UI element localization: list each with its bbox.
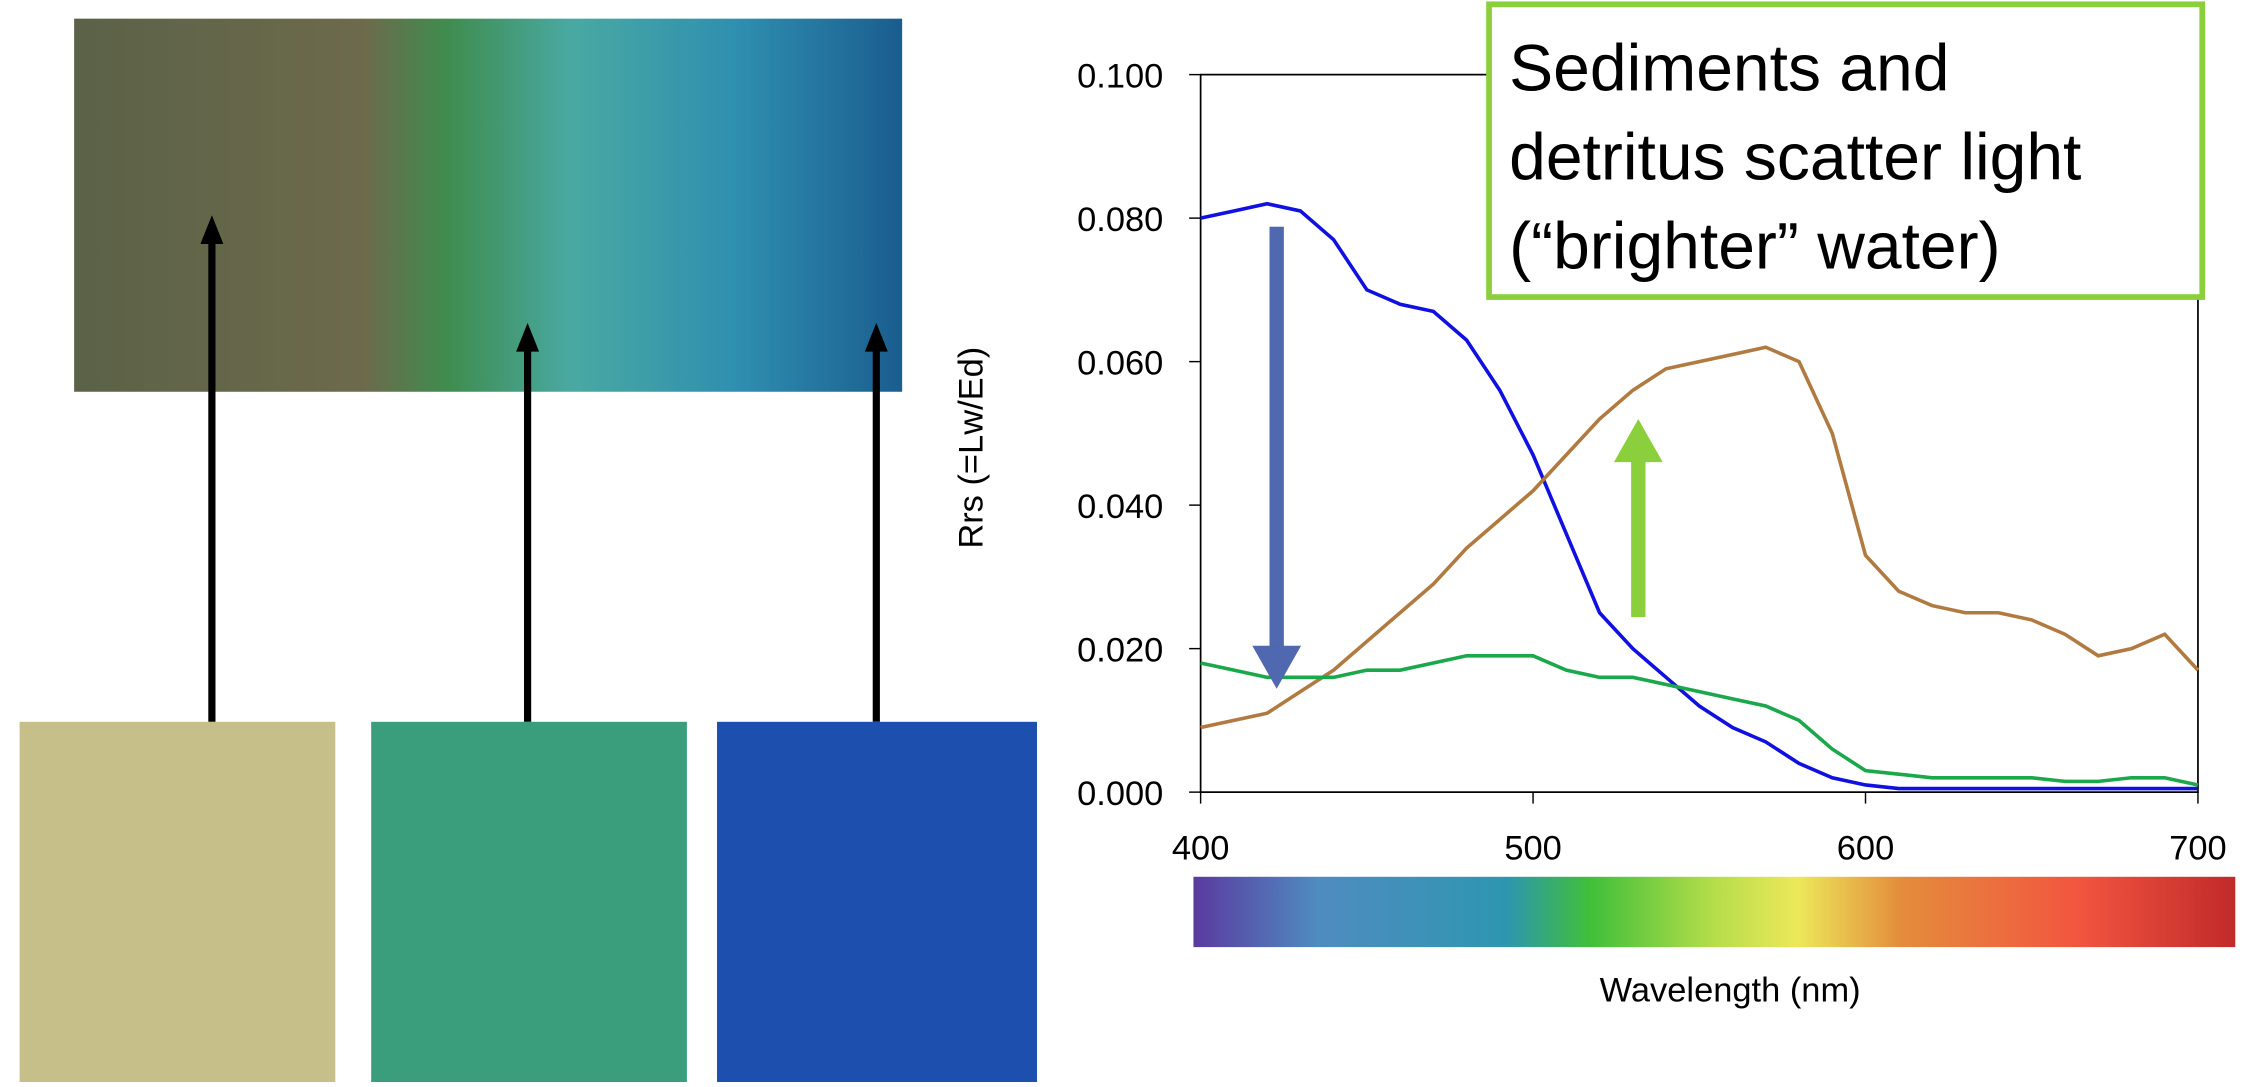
- y-axis-label: Rrs (=Lw/Ed): [952, 347, 990, 549]
- data-line: [1201, 347, 2198, 727]
- y-tick-label: 0.060: [1077, 345, 1163, 383]
- turbid-water-photo: [20, 722, 336, 1082]
- data-line: [1201, 656, 2198, 785]
- y-tick-label: 0.000: [1077, 775, 1163, 813]
- satellite-image: [74, 19, 902, 392]
- green-water-photo: [371, 722, 687, 1082]
- annotation-text: detritus scatter light: [1509, 119, 2081, 193]
- x-axis-label: Wavelength (nm): [1600, 972, 1861, 1010]
- x-tick-label: 400: [1172, 830, 1229, 868]
- y-tick-label: 0.040: [1077, 488, 1163, 526]
- spectrum-bar: [1193, 877, 2235, 947]
- x-tick-label: 700: [2169, 830, 2226, 868]
- slide: 0.000 0.020 0.040 0.060 0.080 0.100 400 500 600 7…: [0, 0, 2252, 1082]
- y-tick-label: 0.100: [1077, 58, 1163, 96]
- y-tick-label: 0.020: [1077, 632, 1163, 670]
- x-tick-label: 600: [1837, 830, 1894, 868]
- annotation-text: Sediments and: [1509, 30, 1949, 104]
- x-tick-label: 500: [1504, 830, 1561, 868]
- blue-water-photo: [717, 722, 1037, 1082]
- y-tick-label: 0.080: [1077, 201, 1163, 239]
- annotation-text: (“brighter” water): [1509, 208, 2000, 282]
